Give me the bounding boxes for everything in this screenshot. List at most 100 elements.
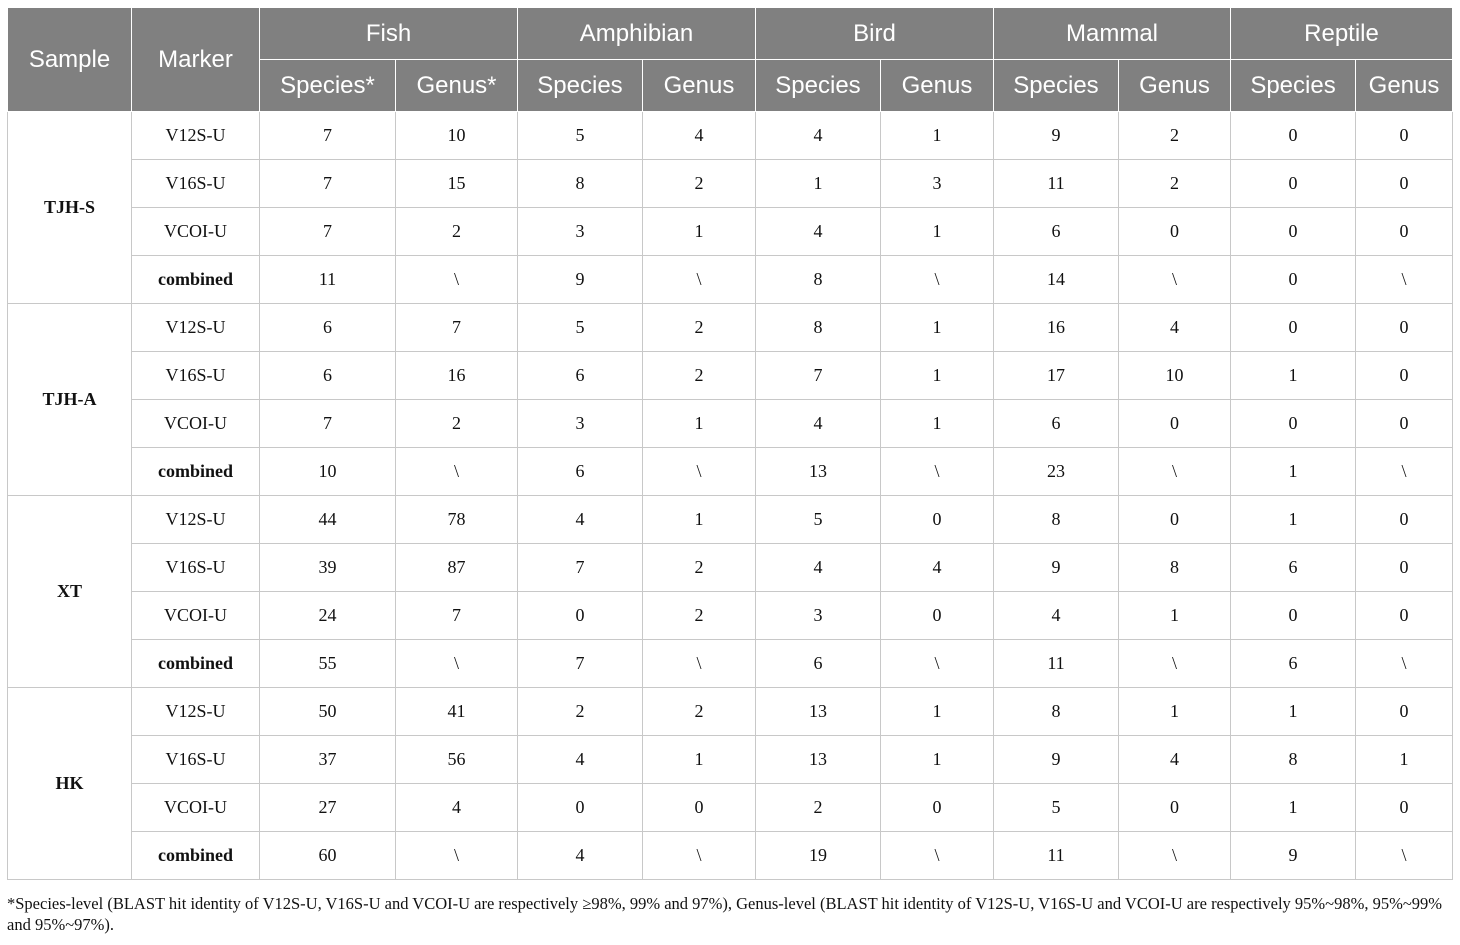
value-cell: 4 (993, 591, 1119, 640)
value-cell: 8 (993, 495, 1119, 544)
value-cell: 5 (517, 303, 643, 352)
value-cell: \ (1355, 639, 1454, 688)
value-cell: 4 (642, 111, 756, 160)
value-cell: 0 (1117, 399, 1232, 448)
table-row: combined 11 \ 9 \ 8 \ 14 \ 0 \ (8, 255, 1454, 304)
value-cell: \ (1355, 255, 1454, 304)
value-cell: 9 (517, 255, 643, 304)
value-cell: 5 (993, 783, 1119, 832)
value-cell: 55 (259, 639, 396, 688)
value-cell: 5 (517, 111, 643, 160)
value-cell: \ (880, 639, 994, 688)
value-cell: \ (1117, 639, 1232, 688)
value-cell: \ (395, 447, 518, 496)
value-cell: 0 (880, 495, 994, 544)
sample-cell: HK (7, 687, 132, 880)
value-cell: 0 (1230, 111, 1357, 160)
value-cell: \ (642, 831, 756, 880)
value-cell: 7 (755, 351, 881, 400)
value-cell: 2 (1117, 159, 1232, 208)
marker-cell: VCOI-U (131, 399, 260, 448)
value-cell: 4 (755, 543, 881, 592)
header-group-bird: Bird (755, 7, 994, 60)
value-cell: 10 (1117, 351, 1232, 400)
value-cell: 4 (755, 111, 881, 160)
value-cell: 1 (880, 111, 994, 160)
value-cell: 13 (755, 735, 881, 784)
marker-cell: V16S-U (131, 735, 260, 784)
value-cell: 6 (993, 399, 1119, 448)
table-row: combined 10 \ 6 \ 13 \ 23 \ 1 \ (8, 447, 1454, 496)
value-cell: 8 (755, 255, 881, 304)
value-cell: 7 (259, 111, 396, 160)
value-cell: \ (880, 831, 994, 880)
value-cell: 0 (1230, 303, 1357, 352)
header-sample: Sample (7, 7, 132, 112)
value-cell: \ (1117, 447, 1232, 496)
value-cell: 3 (880, 159, 994, 208)
header-marker: Marker (131, 7, 260, 112)
value-cell: 7 (395, 303, 518, 352)
table-row: combined 55 \ 7 \ 6 \ 11 \ 6 \ (8, 639, 1454, 688)
sample-cell: TJH-A (7, 303, 132, 496)
value-cell: \ (642, 447, 756, 496)
value-cell: 4 (517, 495, 643, 544)
value-cell: 2 (642, 303, 756, 352)
value-cell: 19 (755, 831, 881, 880)
value-cell: 4 (755, 399, 881, 448)
value-cell: 8 (755, 303, 881, 352)
value-cell: 39 (259, 543, 396, 592)
value-cell: 1 (1117, 687, 1232, 736)
value-cell: 0 (517, 591, 643, 640)
value-cell: 0 (1355, 351, 1454, 400)
value-cell: 2 (642, 687, 756, 736)
value-cell: 16 (993, 303, 1119, 352)
value-cell: 0 (1230, 159, 1357, 208)
table-row: combined 60 \ 4 \ 19 \ 11 \ 9 \ (8, 831, 1454, 880)
marker-cell: V12S-U (131, 303, 260, 352)
header-group-mammal: Mammal (992, 7, 1232, 60)
table-row: V16S-U 39 87 7 2 4 4 9 8 6 0 (8, 543, 1454, 592)
value-cell: 17 (993, 351, 1119, 400)
value-cell: 0 (1355, 591, 1454, 640)
marker-cell: VCOI-U (131, 207, 260, 256)
table-row: VCOI-U 7 2 3 1 4 1 6 0 0 0 (8, 399, 1454, 448)
value-cell: 1 (642, 495, 756, 544)
value-cell: 0 (517, 783, 643, 832)
value-cell: 50 (259, 687, 396, 736)
value-cell: 11 (993, 639, 1119, 688)
value-cell: 6 (993, 207, 1119, 256)
value-cell: 6 (259, 303, 396, 352)
value-cell: 0 (1355, 783, 1454, 832)
value-cell: 6 (1230, 543, 1357, 592)
value-cell: 1 (880, 735, 994, 784)
value-cell: 9 (1230, 831, 1357, 880)
value-cell: 0 (642, 783, 756, 832)
value-cell: 4 (880, 543, 994, 592)
table-row: VCOI-U 24 7 0 2 3 0 4 1 0 0 (8, 591, 1454, 640)
sample-cell: XT (7, 495, 132, 688)
value-cell: 10 (259, 447, 396, 496)
value-cell: 7 (517, 639, 643, 688)
value-cell: 0 (1117, 783, 1232, 832)
table-footnote: *Species-level (BLAST hit identity of V1… (7, 894, 1442, 934)
table-row: V16S-U 6 16 6 2 7 1 17 10 1 0 (8, 351, 1454, 400)
value-cell: 0 (1355, 303, 1454, 352)
header-sub: Species (993, 59, 1119, 112)
value-cell: 7 (259, 207, 396, 256)
value-cell: 16 (395, 351, 518, 400)
value-cell: 14 (993, 255, 1119, 304)
marker-cell: combined (131, 447, 260, 496)
marker-cell: V16S-U (131, 159, 260, 208)
value-cell: 8 (517, 159, 643, 208)
value-cell: 4 (755, 207, 881, 256)
value-cell: 1 (880, 687, 994, 736)
table-body: TJH-S V12S-U 7 10 5 4 4 1 9 2 0 0 V16S-U 7 15 8 2 1 3 11 2 0 0… (7, 111, 1454, 880)
value-cell: 0 (1355, 495, 1454, 544)
header-sub: Species (1230, 59, 1357, 112)
sample-cell: TJH-S (7, 111, 132, 304)
value-cell: 11 (259, 255, 396, 304)
value-cell: 56 (395, 735, 518, 784)
value-cell: 6 (259, 351, 396, 400)
value-cell: 44 (259, 495, 396, 544)
